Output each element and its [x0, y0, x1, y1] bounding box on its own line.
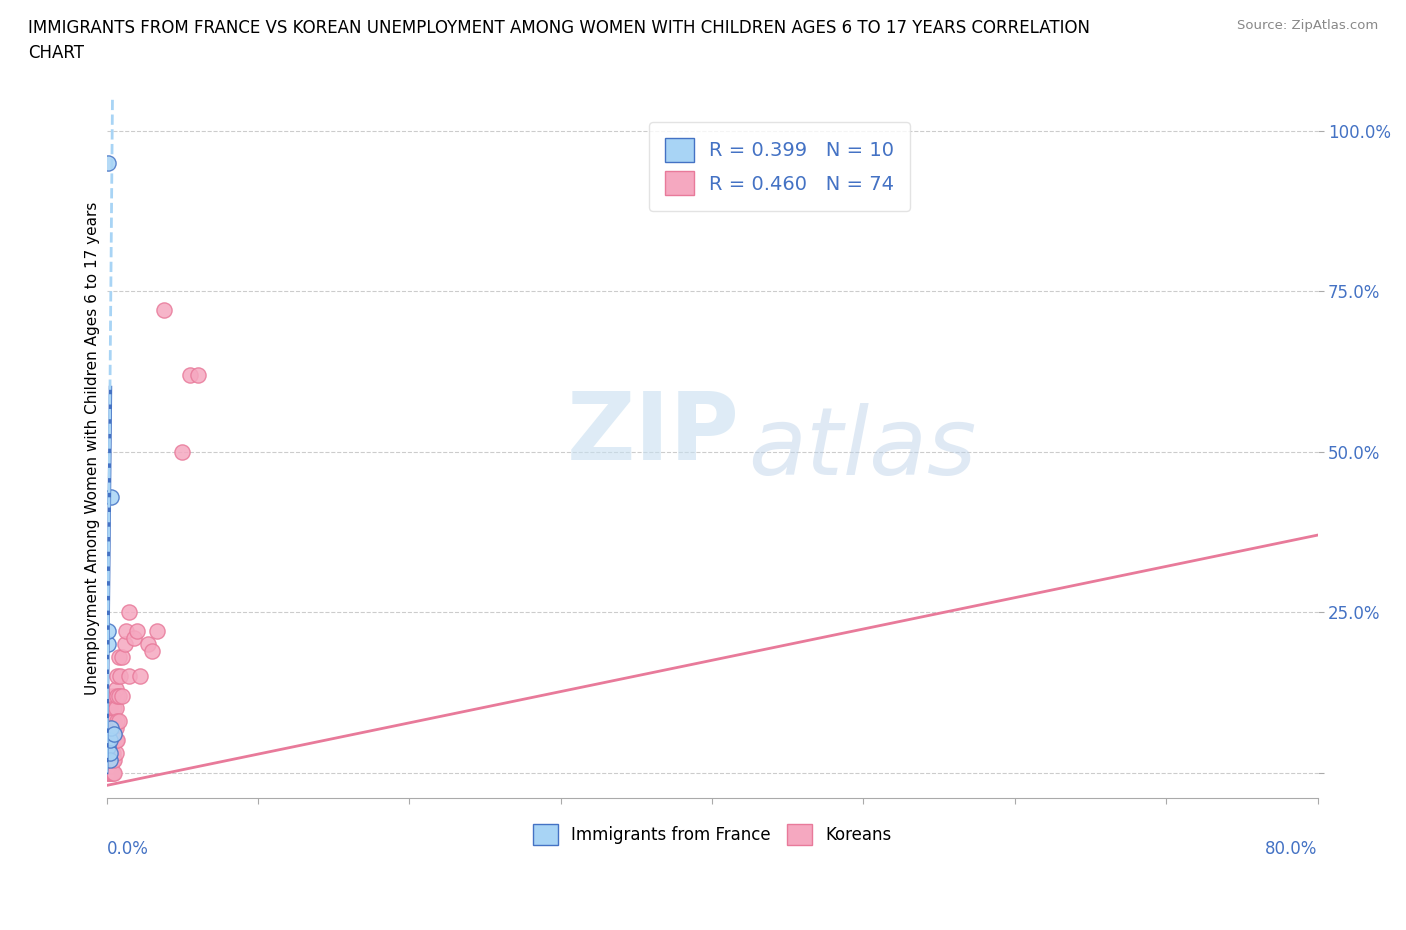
Point	[97, 752, 120, 767]
Text: atlas: atlas	[748, 403, 977, 494]
Point	[98, 714, 121, 729]
Point	[103, 733, 125, 748]
Point	[103, 752, 125, 767]
Point	[98, 746, 121, 761]
Point	[118, 604, 141, 619]
Point	[98, 752, 121, 767]
Point	[98, 733, 121, 748]
Point	[98, 726, 121, 741]
Text: Source: ZipAtlas.com: Source: ZipAtlas.com	[1237, 19, 1378, 32]
Point	[179, 367, 201, 382]
Point	[97, 765, 120, 780]
Point	[105, 714, 128, 729]
Point	[141, 644, 163, 658]
Point	[100, 708, 122, 723]
Point	[101, 752, 124, 767]
Point	[100, 765, 122, 780]
Point	[97, 688, 120, 703]
Point	[101, 720, 124, 735]
Point	[172, 445, 194, 459]
Point	[100, 739, 122, 754]
Point	[153, 303, 176, 318]
Point	[118, 669, 141, 684]
Point	[97, 739, 120, 754]
Point	[101, 746, 124, 761]
Point	[105, 688, 128, 703]
Point	[97, 155, 120, 170]
Point	[98, 708, 121, 723]
Point	[122, 631, 145, 645]
Point	[100, 752, 122, 767]
Point	[98, 739, 121, 754]
Point	[136, 637, 159, 652]
Point	[145, 624, 167, 639]
Point	[110, 669, 132, 684]
Point	[103, 701, 125, 716]
Point	[104, 682, 127, 697]
Point	[114, 637, 136, 652]
Point	[101, 701, 124, 716]
Point	[101, 733, 124, 748]
Point	[101, 714, 124, 729]
Point	[98, 733, 121, 748]
Point	[98, 701, 121, 716]
Point	[98, 746, 121, 761]
Point	[129, 669, 152, 684]
Point	[97, 701, 120, 716]
Point	[100, 489, 122, 504]
Point	[103, 720, 125, 735]
Point	[97, 714, 120, 729]
Point	[97, 726, 120, 741]
Point	[104, 733, 127, 748]
Point	[125, 624, 148, 639]
Point	[97, 637, 120, 652]
Text: 0.0%: 0.0%	[107, 840, 149, 858]
Point	[111, 688, 134, 703]
Point	[97, 624, 120, 639]
Point	[97, 733, 120, 748]
Point	[101, 765, 124, 780]
Point	[101, 688, 124, 703]
Text: IMMIGRANTS FROM FRANCE VS KOREAN UNEMPLOYMENT AMONG WOMEN WITH CHILDREN AGES 6 T: IMMIGRANTS FROM FRANCE VS KOREAN UNEMPLO…	[28, 19, 1090, 61]
Point	[103, 714, 125, 729]
Point	[100, 720, 122, 735]
Point	[105, 733, 128, 748]
Point	[100, 759, 122, 774]
Point	[100, 746, 122, 761]
Point	[100, 733, 122, 748]
Point	[101, 726, 124, 741]
Point	[97, 746, 120, 761]
Text: 80.0%: 80.0%	[1265, 840, 1317, 858]
Point	[104, 701, 127, 716]
Point	[111, 649, 134, 664]
Point	[103, 765, 125, 780]
Point	[107, 714, 129, 729]
Legend: Immigrants from France, Koreans: Immigrants from France, Koreans	[524, 816, 900, 853]
Point	[97, 720, 120, 735]
Point	[100, 726, 122, 741]
Point	[107, 649, 129, 664]
Point	[100, 695, 122, 710]
Point	[103, 726, 125, 741]
Point	[98, 720, 121, 735]
Point	[97, 765, 120, 780]
Point	[104, 746, 127, 761]
Point	[107, 688, 129, 703]
Point	[105, 669, 128, 684]
Point	[100, 720, 122, 735]
Y-axis label: Unemployment Among Women with Children Ages 6 to 17 years: Unemployment Among Women with Children A…	[86, 202, 100, 695]
Point	[98, 765, 121, 780]
Point	[98, 752, 121, 767]
Text: ZIP: ZIP	[567, 389, 740, 481]
Point	[104, 720, 127, 735]
Point	[115, 624, 138, 639]
Point	[186, 367, 208, 382]
